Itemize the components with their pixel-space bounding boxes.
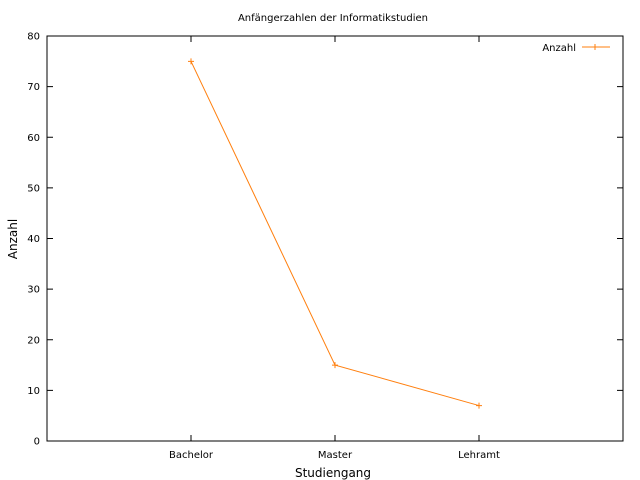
y-tick-label: 20	[27, 335, 40, 346]
data-point-marker	[476, 402, 482, 409]
x-tick-label: Bachelor	[169, 450, 214, 461]
series-group	[188, 58, 482, 409]
x-axis-label: Studiengang	[295, 466, 371, 480]
x-axis-ticks: Bachelor Master Lehramt	[169, 36, 500, 461]
data-point-marker	[332, 362, 338, 369]
y-tick-label: 70	[27, 82, 40, 93]
legend-marker	[592, 44, 598, 50]
chart-title: Anfängerzahlen der Informatikstudien	[238, 13, 428, 24]
y-tick-label: 0	[34, 437, 40, 448]
x-tick-label: Master	[318, 450, 353, 461]
legend-label: Anzahl	[542, 43, 576, 54]
legend: Anzahl	[542, 43, 610, 54]
y-tick-label: 40	[27, 234, 40, 245]
y-tick-label: 80	[27, 32, 40, 43]
series-line	[190, 61, 480, 407]
x-tick-label: Lehramt	[458, 450, 500, 461]
y-axis-ticks: 0 10 20 30 40 50 60 70 80	[27, 32, 623, 448]
y-tick-label: 30	[27, 285, 40, 296]
plot-frame	[46, 35, 624, 442]
data-point-marker	[188, 58, 194, 65]
y-tick-label: 60	[27, 133, 40, 144]
y-axis-label: Anzahl	[6, 219, 20, 259]
y-tick-label: 50	[27, 183, 40, 194]
y-tick-label: 10	[27, 386, 40, 397]
